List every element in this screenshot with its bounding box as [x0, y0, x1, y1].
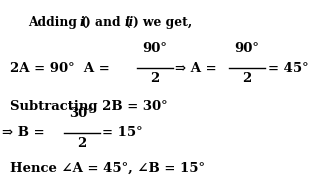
Text: Subtracting 2B = 30°: Subtracting 2B = 30°	[10, 100, 167, 113]
Text: 2A = 90°  A =: 2A = 90° A =	[10, 61, 115, 74]
Text: 2: 2	[150, 72, 160, 85]
Text: = 45°: = 45°	[268, 61, 308, 74]
Text: ii: ii	[125, 16, 134, 29]
Text: 2: 2	[242, 72, 252, 85]
Text: 30°: 30°	[70, 107, 94, 120]
Text: = 15°: = 15°	[102, 127, 143, 139]
Text: 90°: 90°	[234, 42, 259, 55]
Text: 2: 2	[78, 137, 87, 150]
Text: i: i	[80, 16, 85, 29]
Text: ⇒ A =: ⇒ A =	[175, 61, 221, 74]
Text: ) and (: ) and (	[85, 16, 130, 29]
Text: 90°: 90°	[143, 42, 167, 55]
Text: ⇒ B =: ⇒ B =	[2, 127, 49, 139]
Text: ) we get,: ) we get,	[133, 16, 192, 29]
Text: Hence ∠A = 45°, ∠B = 15°: Hence ∠A = 45°, ∠B = 15°	[10, 162, 205, 175]
Text: Adding (: Adding (	[28, 16, 87, 29]
